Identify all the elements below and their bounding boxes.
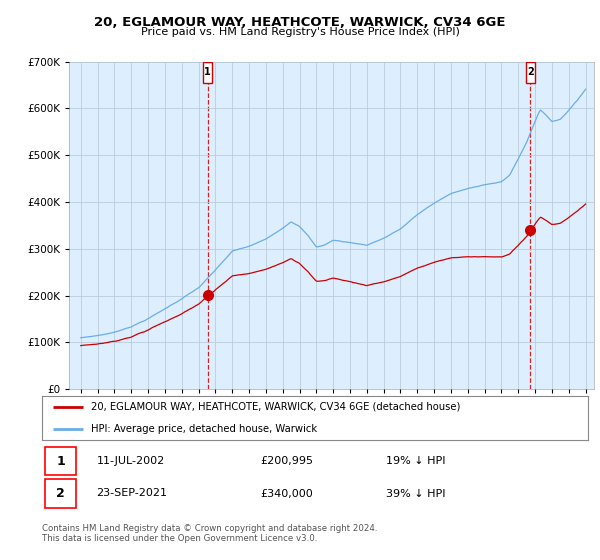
FancyBboxPatch shape — [203, 62, 212, 83]
Text: 1: 1 — [56, 455, 65, 468]
Text: Price paid vs. HM Land Registry's House Price Index (HPI): Price paid vs. HM Land Registry's House … — [140, 27, 460, 37]
Text: £200,995: £200,995 — [260, 456, 313, 466]
Text: 1: 1 — [204, 67, 211, 77]
Text: £340,000: £340,000 — [260, 488, 313, 498]
Text: 2: 2 — [527, 67, 533, 77]
Text: 11-JUL-2002: 11-JUL-2002 — [97, 456, 165, 466]
Text: 20, EGLAMOUR WAY, HEATHCOTE, WARWICK, CV34 6GE: 20, EGLAMOUR WAY, HEATHCOTE, WARWICK, CV… — [94, 16, 506, 29]
Text: 20, EGLAMOUR WAY, HEATHCOTE, WARWICK, CV34 6GE (detached house): 20, EGLAMOUR WAY, HEATHCOTE, WARWICK, CV… — [91, 402, 461, 412]
Text: Contains HM Land Registry data © Crown copyright and database right 2024.
This d: Contains HM Land Registry data © Crown c… — [42, 524, 377, 543]
Text: 2: 2 — [56, 487, 65, 500]
Text: HPI: Average price, detached house, Warwick: HPI: Average price, detached house, Warw… — [91, 424, 317, 433]
Text: 19% ↓ HPI: 19% ↓ HPI — [386, 456, 445, 466]
Text: 23-SEP-2021: 23-SEP-2021 — [97, 488, 167, 498]
FancyBboxPatch shape — [45, 479, 76, 508]
Text: 39% ↓ HPI: 39% ↓ HPI — [386, 488, 445, 498]
FancyBboxPatch shape — [45, 447, 76, 475]
FancyBboxPatch shape — [526, 62, 535, 83]
